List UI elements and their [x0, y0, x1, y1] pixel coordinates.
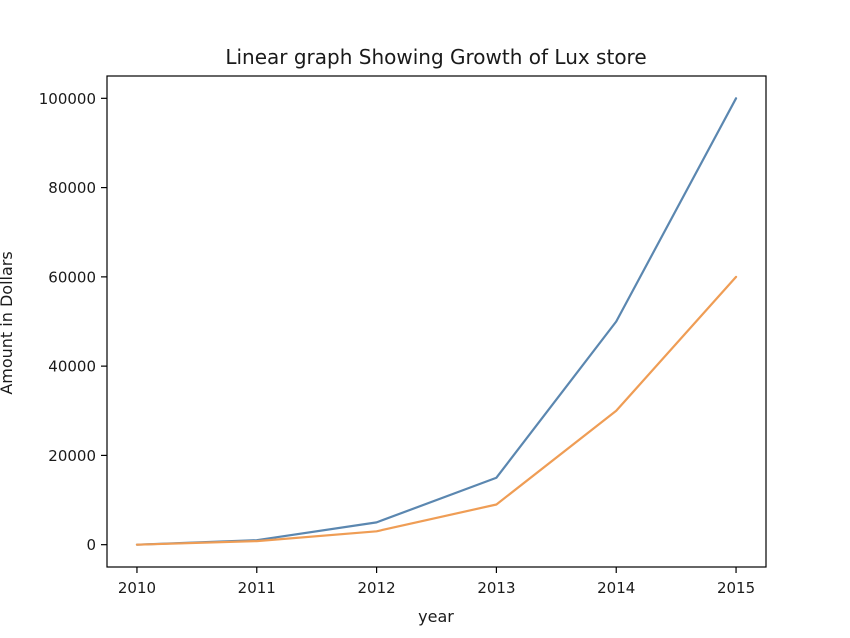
y-tick-label: 80000: [48, 179, 96, 197]
x-tick-label: 2013: [477, 579, 515, 597]
y-tick-label: 0: [86, 536, 96, 554]
y-tick-label: 40000: [48, 358, 96, 376]
chart-title: Linear graph Showing Growth of Lux store: [225, 45, 646, 69]
y-tick-label: 20000: [48, 447, 96, 465]
x-tick-label: 2012: [357, 579, 395, 597]
plot-frame: [106, 75, 767, 568]
series-line-1: [135, 97, 738, 546]
y-tick-label: 100000: [39, 90, 96, 108]
x-tick-label: 2014: [597, 579, 635, 597]
y-axis-label: Amount in Dollars: [0, 251, 16, 394]
x-axis-label: year: [418, 607, 454, 626]
x-tick-label: 2015: [717, 579, 755, 597]
x-tick-label: 2010: [118, 579, 156, 597]
y-tick-label: 60000: [48, 268, 96, 286]
x-tick-label: 2011: [238, 579, 276, 597]
series-line-2: [135, 275, 738, 546]
